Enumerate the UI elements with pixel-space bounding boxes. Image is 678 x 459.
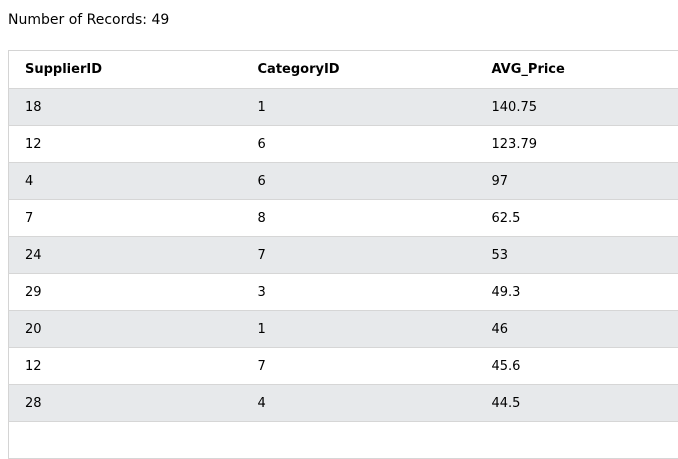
table-header-row: SupplierID CategoryID AVG_Price bbox=[9, 51, 678, 89]
cell-categoryid: 7 bbox=[242, 348, 476, 385]
cell-categoryid: 4 bbox=[242, 385, 476, 422]
table-row: 18 1 140.75 bbox=[9, 89, 678, 126]
table-row: 24 7 53 bbox=[9, 237, 678, 274]
cell-categoryid: 1 bbox=[242, 311, 476, 348]
cell-categoryid: 7 bbox=[242, 237, 476, 274]
cell-avg-price: 97 bbox=[476, 163, 678, 200]
record-count-label: Number of Records: 49 bbox=[8, 11, 169, 29]
column-header-categoryid: CategoryID bbox=[242, 51, 476, 89]
results-table: SupplierID CategoryID AVG_Price 18 1 140… bbox=[8, 50, 678, 459]
table-row: 12 6 123.79 bbox=[9, 126, 678, 163]
cell-categoryid: 1 bbox=[242, 89, 476, 126]
cell-categoryid bbox=[242, 422, 476, 459]
cell-supplierid: 12 bbox=[9, 348, 242, 385]
cell-supplierid: 28 bbox=[9, 385, 242, 422]
table-row: 7 8 62.5 bbox=[9, 200, 678, 237]
cell-avg-price: 45.6 bbox=[476, 348, 678, 385]
table-row: 12 7 45.6 bbox=[9, 348, 678, 385]
table-row: 28 4 44.5 bbox=[9, 385, 678, 422]
cell-supplierid bbox=[9, 422, 242, 459]
cell-supplierid: 24 bbox=[9, 237, 242, 274]
cell-avg-price bbox=[476, 422, 678, 459]
table-row: 4 6 97 bbox=[9, 163, 678, 200]
cell-categoryid: 6 bbox=[242, 126, 476, 163]
cell-avg-price: 49.3 bbox=[476, 274, 678, 311]
cell-categoryid: 8 bbox=[242, 200, 476, 237]
cell-supplierid: 7 bbox=[9, 200, 242, 237]
cell-supplierid: 12 bbox=[9, 126, 242, 163]
cell-supplierid: 20 bbox=[9, 311, 242, 348]
cell-avg-price: 140.75 bbox=[476, 89, 678, 126]
cell-avg-price: 62.5 bbox=[476, 200, 678, 237]
cell-avg-price: 53 bbox=[476, 237, 678, 274]
column-header-supplierid: SupplierID bbox=[9, 51, 242, 89]
cell-supplierid: 29 bbox=[9, 274, 242, 311]
cell-avg-price: 123.79 bbox=[476, 126, 678, 163]
cell-categoryid: 6 bbox=[242, 163, 476, 200]
cell-avg-price: 46 bbox=[476, 311, 678, 348]
table-row: 29 3 49.3 bbox=[9, 274, 678, 311]
table-row bbox=[9, 422, 678, 459]
cell-supplierid: 4 bbox=[9, 163, 242, 200]
table-row: 20 1 46 bbox=[9, 311, 678, 348]
cell-avg-price: 44.5 bbox=[476, 385, 678, 422]
cell-categoryid: 3 bbox=[242, 274, 476, 311]
cell-supplierid: 18 bbox=[9, 89, 242, 126]
column-header-avg-price: AVG_Price bbox=[476, 51, 678, 89]
